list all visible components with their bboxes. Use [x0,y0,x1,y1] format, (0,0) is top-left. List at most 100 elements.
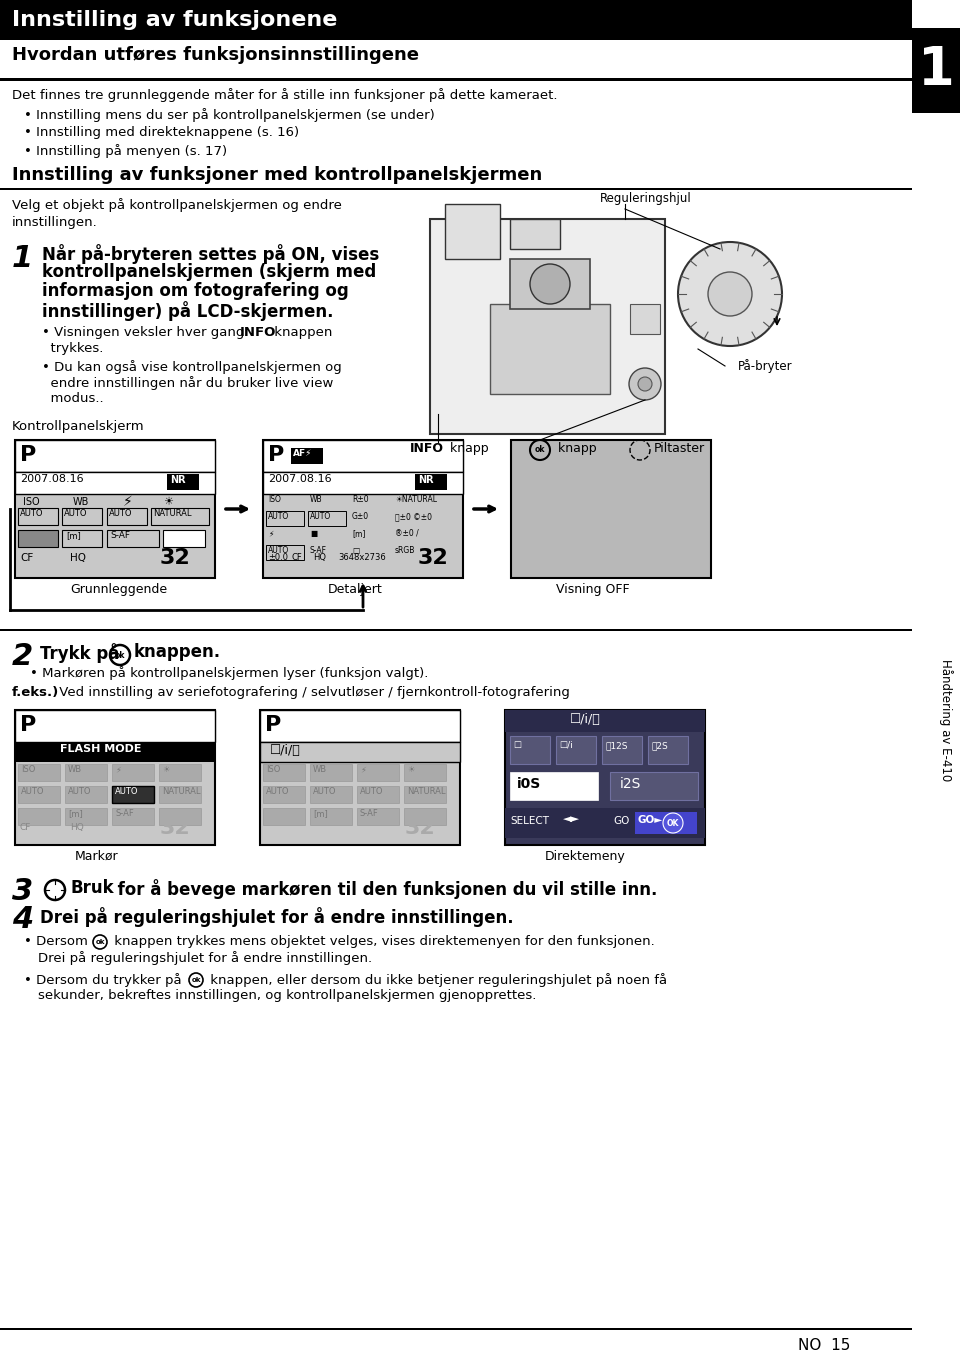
Text: [m]: [m] [66,531,81,541]
Text: 32: 32 [405,818,436,838]
Text: Direktemeny: Direktemeny [545,850,626,863]
Bar [65,808,107,824]
Text: Markør: Markør [75,850,119,863]
Text: Visning OFF: Visning OFF [556,583,630,597]
Bar [15,710,215,743]
Bar [310,786,352,803]
Text: Hvordan utføres funksjonsinnstillingene: Hvordan utføres funksjonsinnstillingene [12,46,419,64]
Text: Piltaster: Piltaster [654,442,706,455]
Text: Detaljert: Detaljert [328,583,383,597]
Text: 32: 32 [418,547,448,568]
Bar [107,508,147,526]
Bar [415,474,447,490]
Bar [505,710,705,732]
Text: P: P [20,715,36,734]
Text: modus..: modus.. [42,392,104,405]
Text: kontrollpanelskjermen (skjerm med: kontrollpanelskjermen (skjerm med [42,263,376,281]
Text: ☀: ☀ [407,764,415,774]
Text: • Markøren på kontrollpanelskjermen lyser (funksjon valgt).: • Markøren på kontrollpanelskjermen lyse… [30,666,428,680]
Bar [266,545,304,560]
Bar [912,0,960,1365]
Bar [0,629,912,631]
Text: informasjon om fotografering og: informasjon om fotografering og [42,283,348,300]
Text: ±0.0: ±0.0 [268,553,288,562]
Bar [630,304,660,334]
Text: Innstilling av funksjonene: Innstilling av funksjonene [12,10,337,30]
Bar [556,736,596,764]
Text: AUTO: AUTO [21,788,44,796]
Bar [0,0,912,40]
Text: Reguleringshjul: Reguleringshjul [600,192,692,205]
Text: NR: NR [418,475,434,485]
Text: [m]: [m] [313,809,327,818]
Text: CF: CF [20,553,34,562]
Bar [18,530,58,547]
Bar [15,440,215,577]
Text: 1: 1 [918,44,954,96]
Bar [404,786,446,803]
Text: ISO: ISO [268,495,281,504]
Text: 1: 1 [12,244,34,273]
Text: i0S: i0S [517,777,541,790]
Text: AF⚡: AF⚡ [293,449,313,459]
Bar [263,472,463,494]
Text: CF: CF [20,823,32,833]
Text: WB: WB [73,497,89,506]
Text: AUTO: AUTO [20,509,43,517]
Text: • Dersom du trykker på: • Dersom du trykker på [24,973,186,987]
Text: Drei på reguleringshjulet for å endre innstillingen.: Drei på reguleringshjulet for å endre in… [38,951,372,965]
Text: i2S: i2S [620,777,641,790]
Text: ok: ok [535,445,545,455]
Bar [260,710,460,845]
Text: ISO: ISO [23,497,39,506]
Bar [260,710,460,743]
Text: Trykk på: Trykk på [40,643,119,663]
Text: R±0: R±0 [352,495,369,504]
Text: 2007.08.16: 2007.08.16 [20,474,84,485]
Circle shape [530,263,570,304]
Text: ⚡: ⚡ [115,764,121,774]
Bar [511,440,711,577]
Text: ◄►: ◄► [563,814,580,824]
Text: □: □ [352,546,359,556]
Bar [18,808,60,824]
Bar [15,710,215,845]
Text: HQ: HQ [313,553,326,562]
Text: innstillinger) på LCD-skjermen.: innstillinger) på LCD-skjermen. [42,302,333,321]
Text: Når på-bryteren settes på ON, vises: Når på-bryteren settes på ON, vises [42,244,379,263]
Bar [18,786,60,803]
Bar [0,1328,912,1330]
Text: NATURAL: NATURAL [407,788,445,796]
Text: sRGB: sRGB [395,546,416,556]
Text: 3: 3 [12,876,34,906]
Bar [15,440,215,472]
Bar [310,808,352,824]
Bar [510,218,560,248]
Text: AUTO: AUTO [64,509,87,517]
Circle shape [708,272,752,317]
Bar [65,764,107,781]
Text: 32: 32 [160,818,191,838]
Bar [159,786,201,803]
Circle shape [663,814,683,833]
Circle shape [638,377,652,390]
Text: [m]: [m] [352,530,366,538]
Text: ⚡: ⚡ [123,495,132,509]
Bar [107,530,159,547]
Text: ☀: ☀ [162,764,170,774]
Bar [490,304,610,394]
Bar [505,710,705,845]
Text: Grunnleggende: Grunnleggende [70,583,167,597]
Bar [310,764,352,781]
Text: HQ: HQ [70,823,84,833]
Text: S-AF: S-AF [115,809,133,818]
Text: • Innstilling med direkteknappene (s. 16): • Innstilling med direkteknappene (s. 16… [24,126,300,139]
Text: ok: ok [115,651,125,659]
Bar [15,743,215,762]
Text: endre innstillingen når du bruker live view: endre innstillingen når du bruker live v… [42,375,333,390]
Text: NR: NR [170,475,185,485]
Bar [430,218,665,434]
Text: knappen trykkes mens objektet velges, vises direktemenyen for den funksjonen.: knappen trykkes mens objektet velges, vi… [110,935,655,949]
Text: AUTO: AUTO [268,512,289,521]
Bar [404,764,446,781]
